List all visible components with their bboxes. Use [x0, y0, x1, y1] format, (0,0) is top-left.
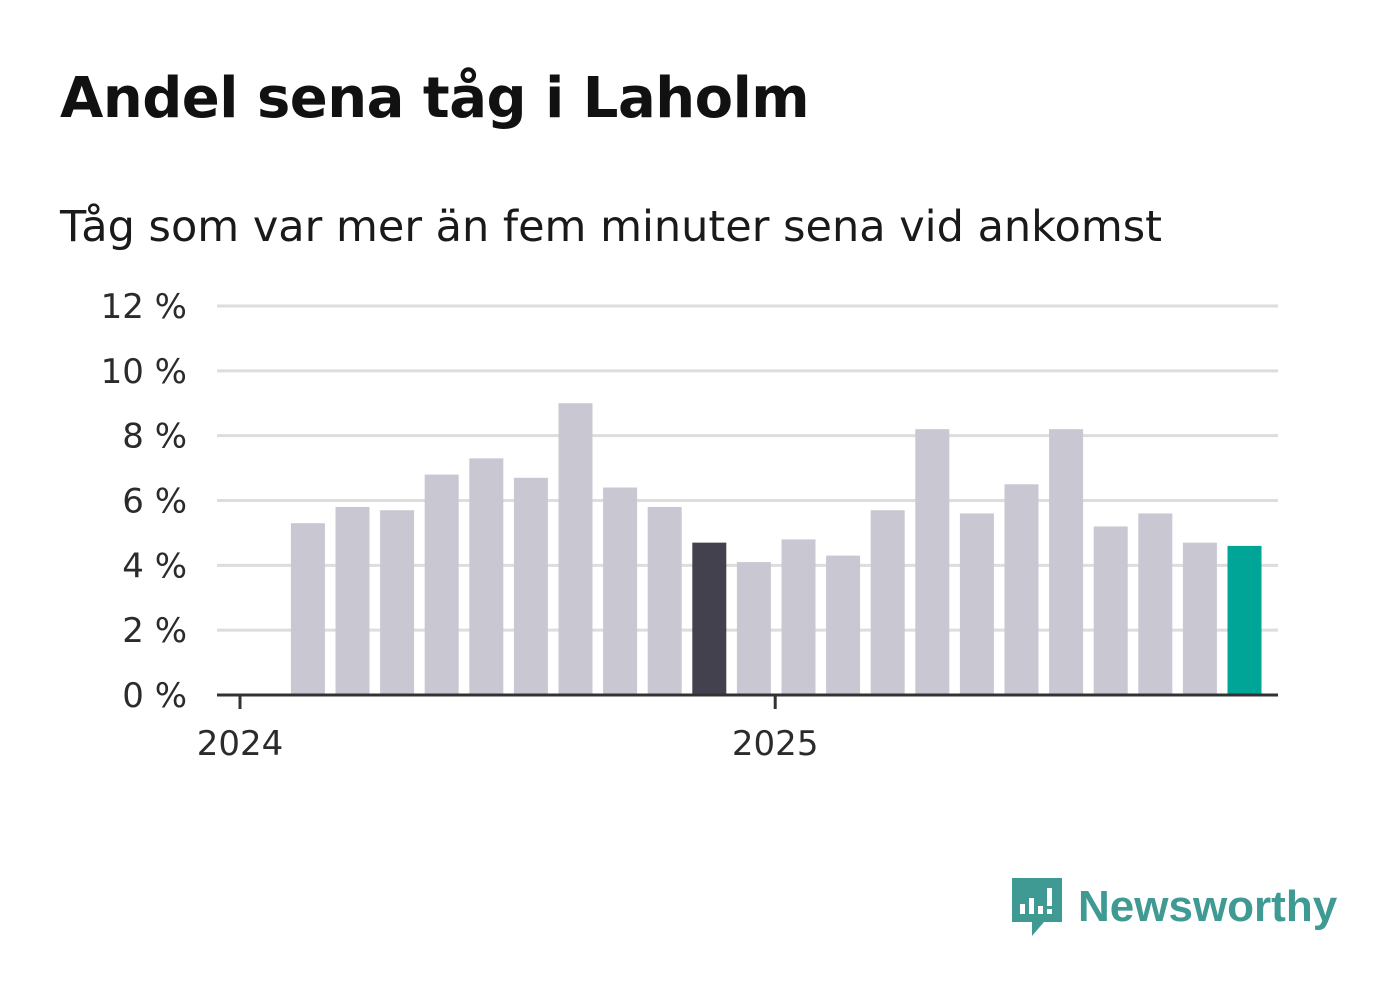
newsworthy-logo-icon [1012, 878, 1062, 936]
bar-2024-06 [469, 458, 504, 695]
bar-2024-07 [513, 477, 548, 695]
bar-2025-11 [1227, 545, 1262, 695]
bar-2024-02 [290, 523, 325, 695]
bar-2024-05 [424, 474, 459, 695]
y-tick-label: 4 % [122, 546, 187, 586]
bar-2025-01 [781, 539, 816, 695]
x-axis [217, 693, 1278, 709]
bar-2025-07 [1049, 429, 1084, 695]
brand-logo: Newsworthy [1010, 876, 1337, 938]
bar-2025-06 [1004, 484, 1039, 695]
y-tick-label: 12 % [101, 287, 187, 327]
x-tick-label: 2024 [197, 724, 284, 764]
bar-2025-03 [870, 510, 905, 695]
bar-2024-08 [558, 403, 593, 695]
y-tick-label: 6 % [122, 482, 187, 522]
chart-subtitle: Tåg som var mer än fem minuter sena vid … [60, 202, 1163, 252]
bar-2025-10 [1182, 542, 1217, 695]
x-axis-tick-labels: 2024 2025 [197, 724, 819, 764]
bar-2025-08 [1093, 526, 1128, 695]
bar-2025-09 [1138, 513, 1173, 695]
bar-2024-03 [335, 506, 370, 695]
bar-2024-10 [647, 506, 682, 695]
y-tick-label: 0 % [122, 676, 187, 716]
bar-2025-04 [915, 429, 950, 695]
bar-2024-04 [380, 510, 415, 695]
bar-2024-11 [692, 542, 727, 695]
x-tick-label: 2025 [732, 724, 819, 764]
bar-chart: 0 % 2 % 4 % 6 % 8 % 10 % 12 % 2024 2025 [101, 287, 1278, 764]
y-tick-label: 10 % [101, 352, 187, 392]
y-tick-label: 2 % [122, 611, 187, 651]
bar-2024-09 [603, 487, 638, 695]
chart-title: Andel sena tåg i Laholm [60, 66, 810, 131]
y-tick-label: 8 % [122, 417, 187, 457]
bar-2025-05 [959, 513, 994, 695]
bar-2024-12 [736, 562, 771, 695]
y-axis-tick-labels: 0 % 2 % 4 % 6 % 8 % 10 % 12 % [101, 287, 187, 716]
brand-name: Newsworthy [1078, 882, 1338, 931]
bar-2025-02 [826, 555, 861, 695]
bars [290, 403, 1262, 695]
